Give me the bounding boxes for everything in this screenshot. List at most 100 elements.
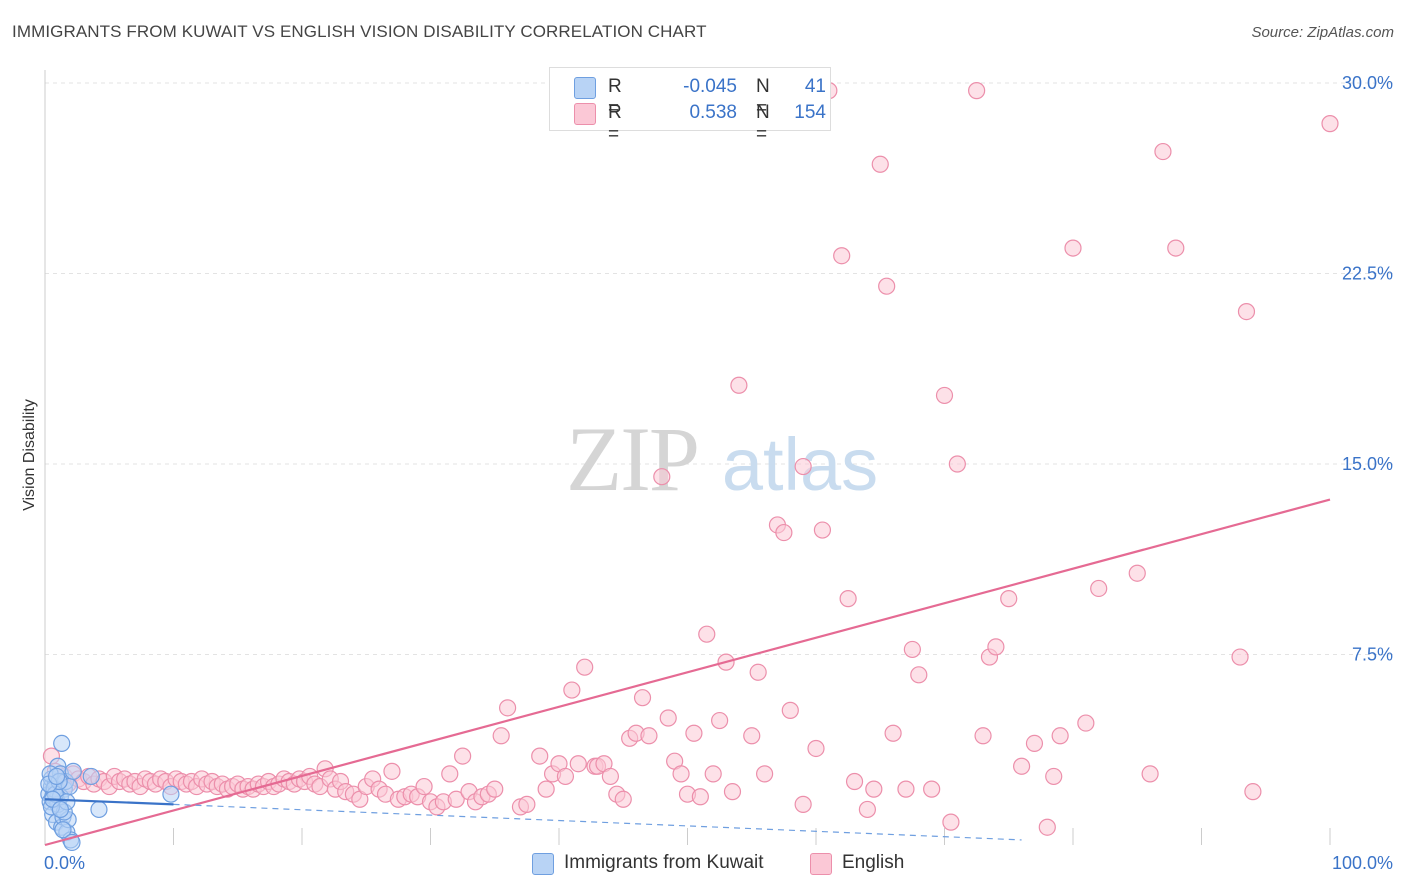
english-point — [531, 747, 549, 765]
english-point — [454, 747, 472, 765]
english-point — [672, 765, 690, 783]
legend-n-label: N = — [756, 102, 770, 145]
english-point — [698, 625, 716, 643]
english-point — [659, 709, 677, 727]
english-point — [871, 155, 889, 173]
english-point — [897, 780, 915, 798]
english-point — [492, 727, 510, 745]
english-point — [1231, 648, 1249, 666]
x-tick-label-min: 0.0% — [44, 853, 85, 873]
english-point — [923, 780, 941, 798]
english-point — [833, 247, 851, 265]
english-point — [1154, 142, 1172, 161]
kuwait-point — [64, 762, 82, 780]
english-point — [633, 689, 652, 707]
kuwait-point — [82, 767, 100, 786]
english-point — [537, 780, 555, 798]
watermark-zip: ZIP — [566, 408, 698, 510]
english-point — [942, 813, 960, 831]
english-point — [749, 663, 767, 681]
legend-swatch-kuwait — [574, 77, 596, 99]
english-point — [486, 780, 504, 798]
english-point — [1090, 579, 1108, 598]
english-point — [865, 780, 883, 798]
english-point — [1012, 757, 1031, 775]
english-point — [614, 790, 632, 808]
english-point — [987, 638, 1005, 656]
english-point — [441, 765, 459, 783]
stats-legend: R = -0.045 N = 41 R = 0.538 N = 154 — [549, 67, 831, 145]
english-point — [653, 468, 671, 486]
english-point — [601, 767, 620, 786]
english-point — [968, 82, 986, 100]
english-point — [974, 727, 992, 745]
trend-layer — [44, 498, 1331, 847]
english-point — [878, 277, 896, 295]
y-tick-label: 30.0% — [1342, 73, 1393, 93]
english-point — [1244, 783, 1262, 801]
english-point — [685, 724, 703, 742]
bottom-legend-swatch-english — [810, 853, 832, 875]
x-tick-label-max: 100.0% — [1332, 853, 1393, 873]
english-point — [415, 777, 433, 796]
english-point — [704, 765, 722, 783]
english-point — [640, 727, 658, 745]
kuwait-point — [51, 800, 70, 819]
english-point — [1141, 765, 1159, 783]
english-point — [775, 523, 793, 542]
english-point — [518, 795, 536, 813]
legend-r-value: 0.538 — [689, 102, 737, 123]
kuwait-point — [90, 800, 108, 819]
english-point — [845, 772, 864, 791]
legend-swatch-english — [574, 103, 596, 125]
english-point — [839, 590, 857, 608]
english-trend-line — [44, 498, 1331, 847]
english-point — [755, 765, 774, 783]
english-point — [794, 457, 812, 476]
chart-title: IMMIGRANTS FROM KUWAIT VS ENGLISH VISION… — [12, 22, 707, 41]
legend-n-value: 154 — [794, 102, 826, 123]
legend-r-label: R = — [608, 102, 622, 145]
source-label: Source: ZipAtlas.com — [1251, 24, 1394, 41]
english-point — [1064, 239, 1082, 257]
english-point — [1237, 303, 1256, 321]
english-point — [499, 699, 517, 717]
english-point — [711, 711, 729, 730]
english-point — [1045, 767, 1063, 786]
bottom-legend-label-kuwait: Immigrants from Kuwait — [564, 852, 764, 873]
english-point — [569, 755, 587, 773]
kuwait-point — [162, 785, 180, 803]
english-point — [1000, 590, 1018, 608]
tick-label-layer: 7.5% 15.0% 22.5% 30.0% 0.0% 100.0% — [44, 73, 1393, 873]
y-tick-label: 15.0% — [1342, 454, 1393, 474]
english-point — [813, 521, 832, 539]
legend-r-label: R = — [608, 76, 622, 119]
y-tick-label: 7.5% — [1352, 645, 1393, 665]
english-point — [723, 783, 742, 801]
english-point — [948, 455, 966, 473]
kuwait-point — [53, 734, 71, 753]
english-point — [807, 739, 825, 758]
english-point — [1077, 714, 1095, 732]
english-point — [858, 800, 877, 819]
kuwait-point — [47, 767, 66, 786]
kuwait-trend-line — [44, 798, 174, 806]
english-point — [903, 640, 921, 659]
english-point — [884, 724, 902, 742]
english-point — [730, 376, 748, 394]
kuwait-trend-extension — [173, 803, 1022, 841]
english-point — [1128, 564, 1146, 582]
english-point — [1167, 239, 1185, 257]
kuwait-point — [54, 821, 72, 839]
english-point — [910, 666, 928, 684]
legend-r-value: -0.045 — [683, 76, 737, 97]
english-point — [563, 681, 581, 699]
english-point — [1051, 727, 1069, 745]
points-layer — [40, 82, 1339, 852]
english-point — [556, 767, 575, 786]
bottom-legend-label-english: English — [842, 852, 905, 873]
legend-n-value: 41 — [804, 76, 826, 97]
legend-n-label: N = — [756, 76, 770, 119]
english-point — [935, 386, 954, 405]
